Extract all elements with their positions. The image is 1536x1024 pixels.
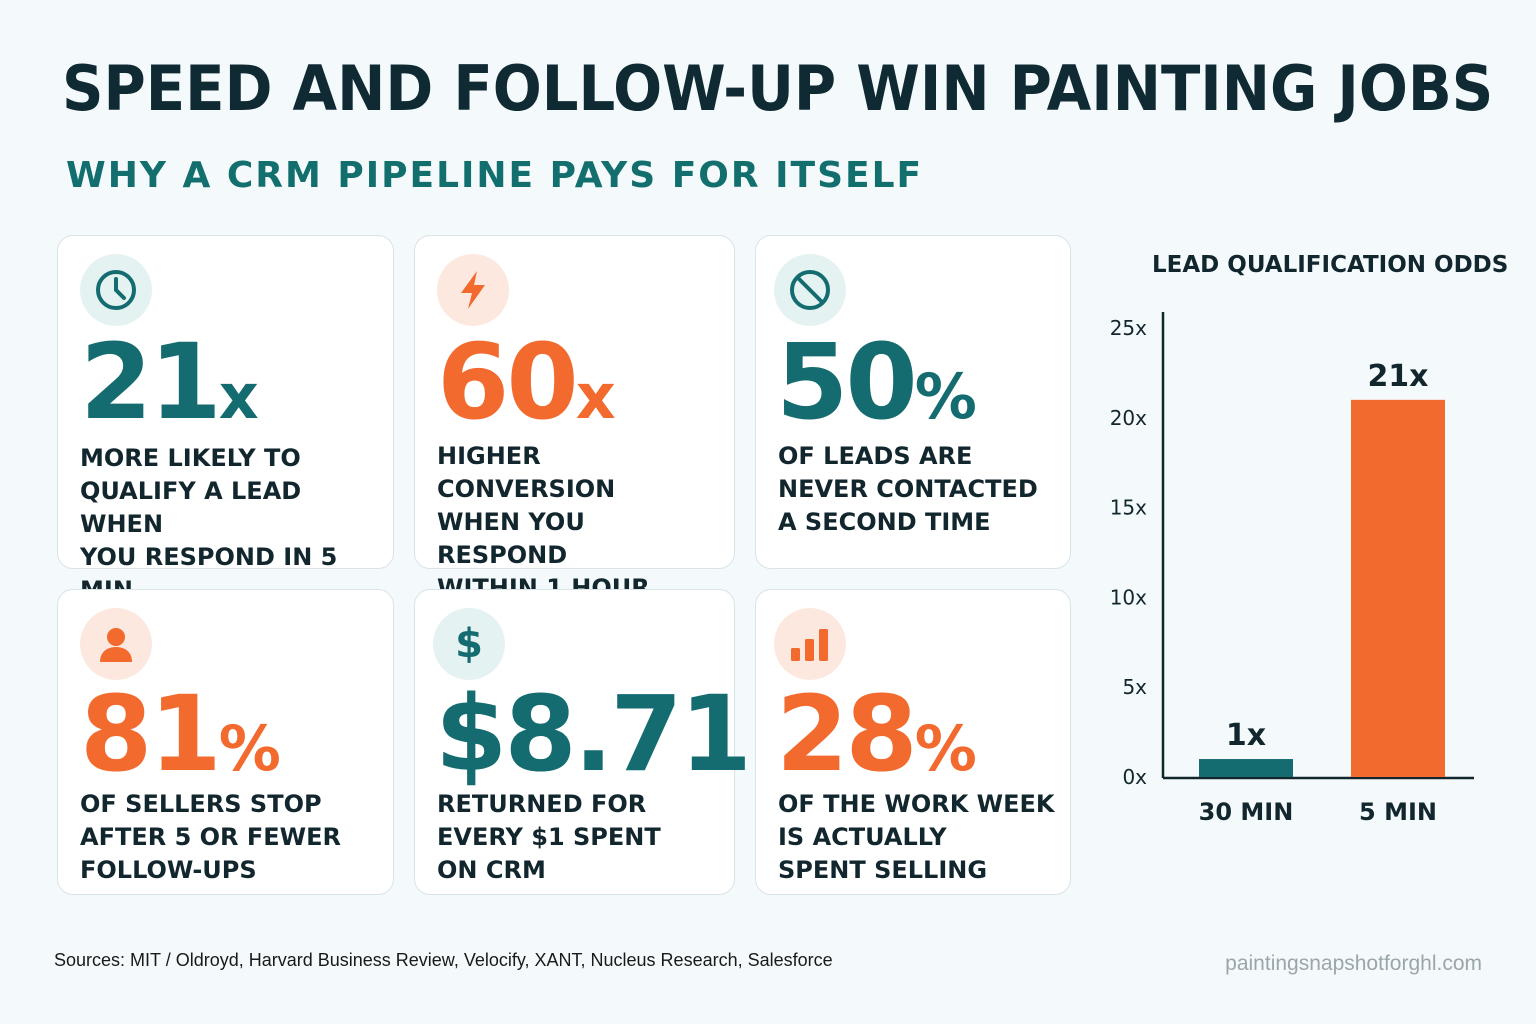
bar: [1199, 759, 1293, 777]
x-tick-label: 5 MIN: [1359, 798, 1437, 826]
page-title: SPEED AND FOLLOW-UP WIN PAINTING JOBS: [62, 52, 1494, 125]
y-tick-label: 25x: [1110, 316, 1147, 340]
stat-card: 50% OF LEADS ARE NEVER CONTACTED A SECON…: [755, 235, 1071, 569]
stat-value: 50%: [776, 321, 977, 443]
sources-note: Sources: MIT / Oldroyd, Harvard Business…: [54, 950, 833, 970]
bar: [1351, 399, 1445, 777]
y-tick-label: 15x: [1110, 496, 1147, 520]
y-tick-label: 20x: [1110, 406, 1147, 430]
page-subtitle: WHY A CRM PIPELINE PAYS FOR ITSELF: [66, 155, 924, 196]
stat-description: OF THE WORK WEEK IS ACTUALLY SPENT SELLI…: [778, 790, 1055, 884]
chart-title: LEAD QUALIFICATION ODDS: [1152, 252, 1509, 278]
prohibited-icon: [774, 254, 846, 326]
stat-value: 21x: [80, 321, 259, 443]
y-tick-label: 5x: [1122, 675, 1147, 699]
stat-description: OF LEADS ARE NEVER CONTACTED A SECOND TI…: [778, 442, 1038, 536]
bar-value-label: 21x: [1367, 359, 1428, 394]
stat-value: 81%: [80, 673, 281, 795]
stat-card: $ $8.71 RETURNED FOR EVERY $1 SPENT ON C…: [414, 589, 752, 895]
y-tick-label: 0x: [1122, 765, 1147, 789]
lightning-bolt-icon: [437, 254, 509, 326]
stat-card: 60x HIGHER CONVERSION WHEN YOU RESPOND W…: [414, 235, 735, 602]
bar-value-label: 1x: [1226, 718, 1266, 753]
stat-value: $8.71: [435, 673, 752, 795]
stat-value: 60x: [437, 321, 616, 443]
stat-description: RETURNED FOR EVERY $1 SPENT ON CRM: [437, 790, 661, 884]
y-tick-label: 10x: [1110, 585, 1147, 609]
stat-card: 28% OF THE WORK WEEK IS ACTUALLY SPENT S…: [755, 589, 1071, 895]
x-tick-label: 30 MIN: [1199, 798, 1294, 826]
stat-card: 81% OF SELLERS STOP AFTER 5 OR FEWER FOL…: [57, 589, 394, 895]
dollar-icon: $: [433, 608, 505, 680]
stat-card: 21x MORE LIKELY TO QUALIFY A LEAD WHEN Y…: [57, 235, 394, 637]
stat-description: HIGHER CONVERSION WHEN YOU RESPOND WITHI…: [437, 442, 650, 602]
bar-chart-icon: [774, 608, 846, 680]
stat-value: 28%: [776, 673, 977, 795]
person-icon: [80, 608, 152, 680]
website-link[interactable]: paintingsnapshotforghl.com: [1225, 952, 1482, 975]
stat-description: OF SELLERS STOP AFTER 5 OR FEWER FOLLOW-…: [80, 790, 341, 884]
clock-icon: [80, 254, 152, 326]
bar-chart: 0x 5x 10x 15x 20x 25x 1x 30 MIN 21x 5 MIN: [1110, 312, 1474, 826]
